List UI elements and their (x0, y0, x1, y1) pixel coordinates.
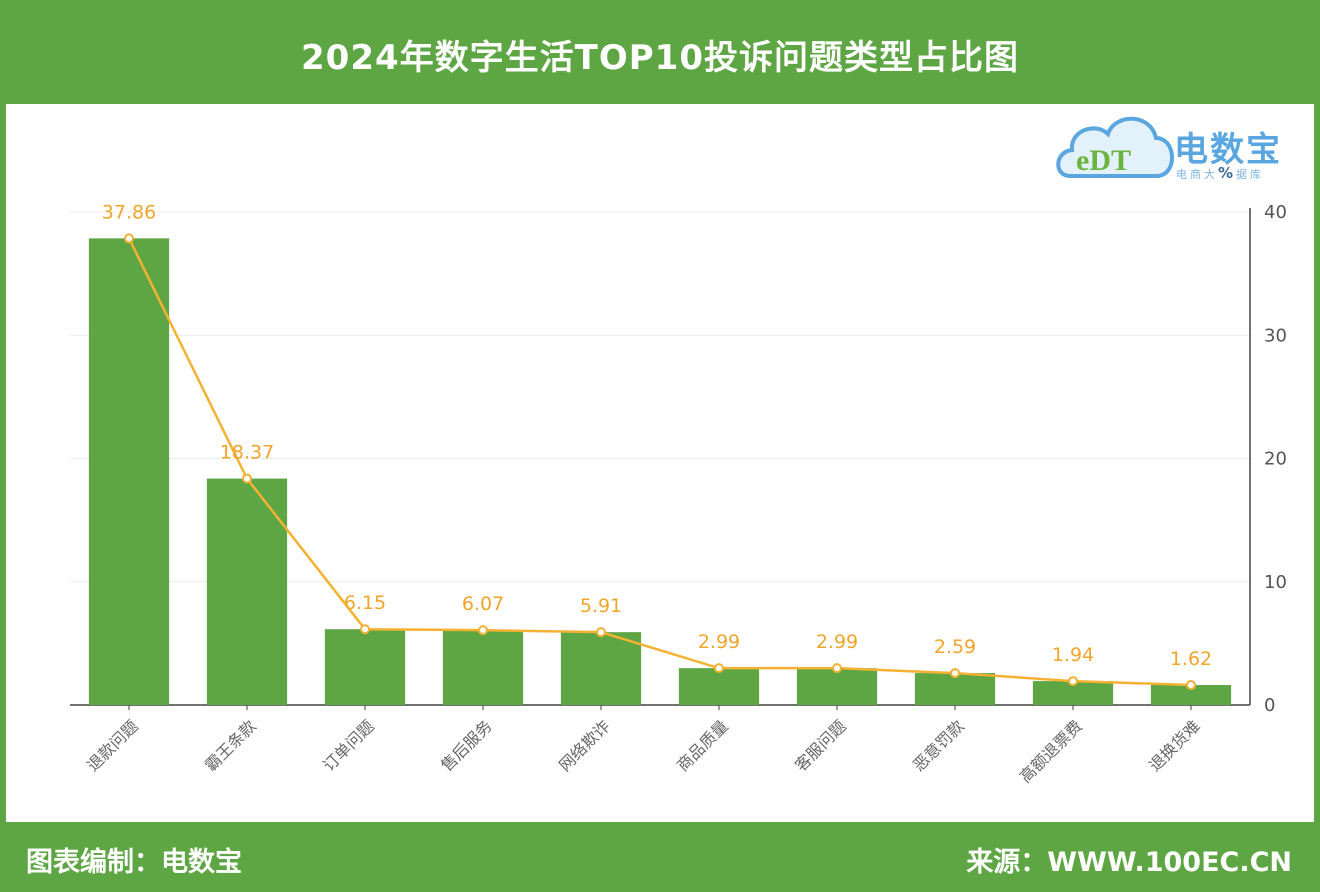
y-tick-label: 0 (1264, 695, 1275, 716)
logo-mark: eDT (1076, 144, 1131, 177)
bar (560, 632, 642, 705)
bar (324, 629, 406, 705)
bar (1032, 681, 1114, 705)
bar (678, 668, 760, 705)
data-label: 18.37 (220, 442, 274, 464)
cloud-logo-icon: eDT (1056, 116, 1174, 178)
y-tick-label: 10 (1264, 572, 1287, 593)
line-point (714, 663, 724, 674)
line-point (1186, 680, 1196, 691)
logo-subtitle: 电商大%据库 (1176, 164, 1265, 182)
x-tick-label: 霸王条款 (201, 716, 260, 775)
brand-logo: eDT 电数宝 电商大%据库 (1052, 104, 1312, 188)
data-label: 6.07 (462, 593, 504, 615)
line-point (242, 473, 252, 484)
logo-name: 电数宝 (1174, 130, 1282, 170)
y-tick-label: 20 (1264, 449, 1287, 470)
x-tick-label: 网络欺诈 (555, 716, 614, 775)
footer-source: 来源：WWW.100EC.CN (966, 847, 1292, 878)
line-point (596, 627, 606, 638)
x-tick-label: 恶意罚款 (909, 716, 968, 775)
bar (88, 238, 170, 706)
x-tick-label: 退款问题 (83, 716, 142, 775)
footer-credit: 图表编制：电数宝 (26, 847, 242, 878)
bar (442, 630, 524, 705)
bar (1150, 685, 1232, 705)
line-point (478, 625, 488, 636)
data-label: 5.91 (580, 595, 622, 617)
line-point (950, 668, 960, 679)
x-tick-label: 退换货难 (1145, 716, 1204, 775)
x-tick-label: 客服问题 (791, 716, 850, 775)
data-label: 2.59 (934, 636, 976, 658)
data-label: 1.94 (1052, 644, 1094, 666)
line-point (832, 663, 842, 674)
chart-header: 2024年数字生活TOP10投诉问题类型占比图 (0, 0, 1320, 104)
x-tick-label: 高额退票费 (1016, 716, 1086, 786)
bar (206, 478, 288, 705)
bar (796, 668, 878, 705)
x-tick-label: 售后服务 (437, 716, 496, 775)
x-tick-label: 商品质量 (673, 716, 732, 775)
data-label: 2.99 (816, 631, 858, 653)
data-label: 2.99 (698, 631, 740, 653)
y-tick-label: 40 (1264, 202, 1287, 223)
data-label: 1.62 (1170, 648, 1212, 670)
line-point (1068, 676, 1078, 687)
data-label: 6.15 (344, 592, 386, 614)
bar (914, 673, 996, 705)
line-point (124, 233, 134, 244)
chart-title: 2024年数字生活TOP10投诉问题类型占比图 (301, 38, 1019, 78)
line-point (360, 624, 370, 635)
line-series (127, 237, 1192, 687)
y-tick-label: 30 (1264, 325, 1287, 346)
data-label: 37.86 (102, 201, 156, 223)
chart-footer: 图表编制：电数宝 来源：WWW.100EC.CN (0, 822, 1320, 892)
x-tick-label: 订单问题 (319, 716, 378, 775)
